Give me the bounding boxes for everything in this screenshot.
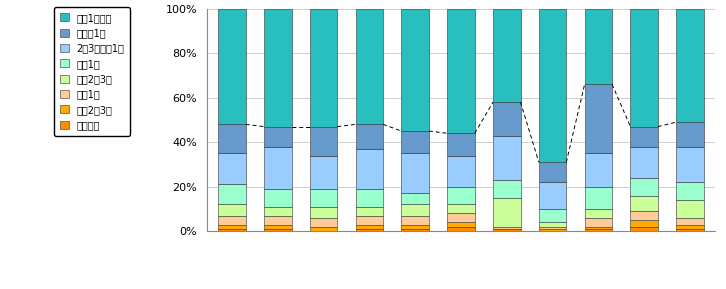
Bar xyxy=(676,229,703,231)
Bar xyxy=(493,227,521,229)
Bar xyxy=(401,9,429,131)
Bar xyxy=(401,193,429,205)
Bar xyxy=(356,229,383,231)
Bar xyxy=(676,122,703,147)
Bar xyxy=(493,229,521,231)
Bar xyxy=(219,205,246,216)
Bar xyxy=(447,213,475,222)
Bar xyxy=(356,189,383,207)
Bar xyxy=(356,149,383,189)
Bar xyxy=(219,153,246,184)
Bar xyxy=(219,216,246,225)
Bar xyxy=(676,147,703,182)
Bar xyxy=(219,9,246,124)
Bar xyxy=(264,216,292,225)
Bar xyxy=(584,218,612,227)
Bar xyxy=(219,124,246,153)
Bar xyxy=(584,209,612,218)
Bar xyxy=(401,131,429,153)
Bar xyxy=(630,178,658,196)
Bar xyxy=(493,102,521,136)
Bar xyxy=(264,225,292,229)
Bar xyxy=(539,9,566,162)
Bar xyxy=(310,218,338,227)
Bar xyxy=(676,225,703,229)
Bar xyxy=(630,196,658,211)
Bar xyxy=(310,127,338,155)
Bar xyxy=(447,9,475,133)
Bar xyxy=(401,205,429,216)
Bar xyxy=(401,225,429,229)
Bar xyxy=(630,211,658,220)
Bar xyxy=(630,220,658,227)
Bar xyxy=(447,227,475,231)
Bar xyxy=(310,155,338,189)
Bar xyxy=(310,189,338,207)
Bar xyxy=(630,9,658,127)
Bar xyxy=(447,155,475,187)
Bar xyxy=(493,198,521,227)
Bar xyxy=(219,184,246,205)
Bar xyxy=(310,227,338,231)
Bar xyxy=(584,9,612,84)
Bar xyxy=(401,229,429,231)
Bar xyxy=(356,225,383,229)
Bar xyxy=(264,189,292,207)
Bar xyxy=(219,225,246,229)
Bar xyxy=(584,187,612,209)
Legend: 年に1回以下, 半年に1回, 2〜3カ月に1回, 月に1回, 月に2〜3回, 週に1回, 週に2〜3回, ほぼ毎日: 年に1回以下, 半年に1回, 2〜3カ月に1回, 月に1回, 月に2〜3回, 週… xyxy=(54,7,130,136)
Bar xyxy=(447,133,475,155)
Bar xyxy=(310,207,338,218)
Bar xyxy=(539,227,566,229)
Bar xyxy=(356,124,383,149)
Bar xyxy=(447,222,475,227)
Bar xyxy=(630,227,658,231)
Bar xyxy=(356,207,383,216)
Bar xyxy=(310,9,338,127)
Bar xyxy=(447,187,475,205)
Bar xyxy=(539,229,566,231)
Bar xyxy=(676,9,703,122)
Bar xyxy=(356,216,383,225)
Bar xyxy=(676,218,703,225)
Bar xyxy=(447,205,475,213)
Bar xyxy=(219,229,246,231)
Bar xyxy=(630,147,658,178)
Bar xyxy=(584,84,612,153)
Bar xyxy=(539,182,566,209)
Bar xyxy=(676,200,703,218)
Bar xyxy=(630,127,658,147)
Bar xyxy=(539,209,566,222)
Bar xyxy=(584,227,612,229)
Bar xyxy=(264,229,292,231)
Bar xyxy=(493,180,521,198)
Bar xyxy=(264,127,292,147)
Bar xyxy=(493,136,521,180)
Bar xyxy=(264,207,292,216)
Bar xyxy=(676,182,703,200)
Bar xyxy=(539,222,566,227)
Bar xyxy=(401,216,429,225)
Bar xyxy=(584,153,612,187)
Bar xyxy=(264,147,292,189)
Bar xyxy=(584,229,612,231)
Bar xyxy=(264,9,292,127)
Bar xyxy=(539,162,566,182)
Bar xyxy=(493,9,521,102)
Bar xyxy=(401,153,429,193)
Bar xyxy=(356,9,383,124)
